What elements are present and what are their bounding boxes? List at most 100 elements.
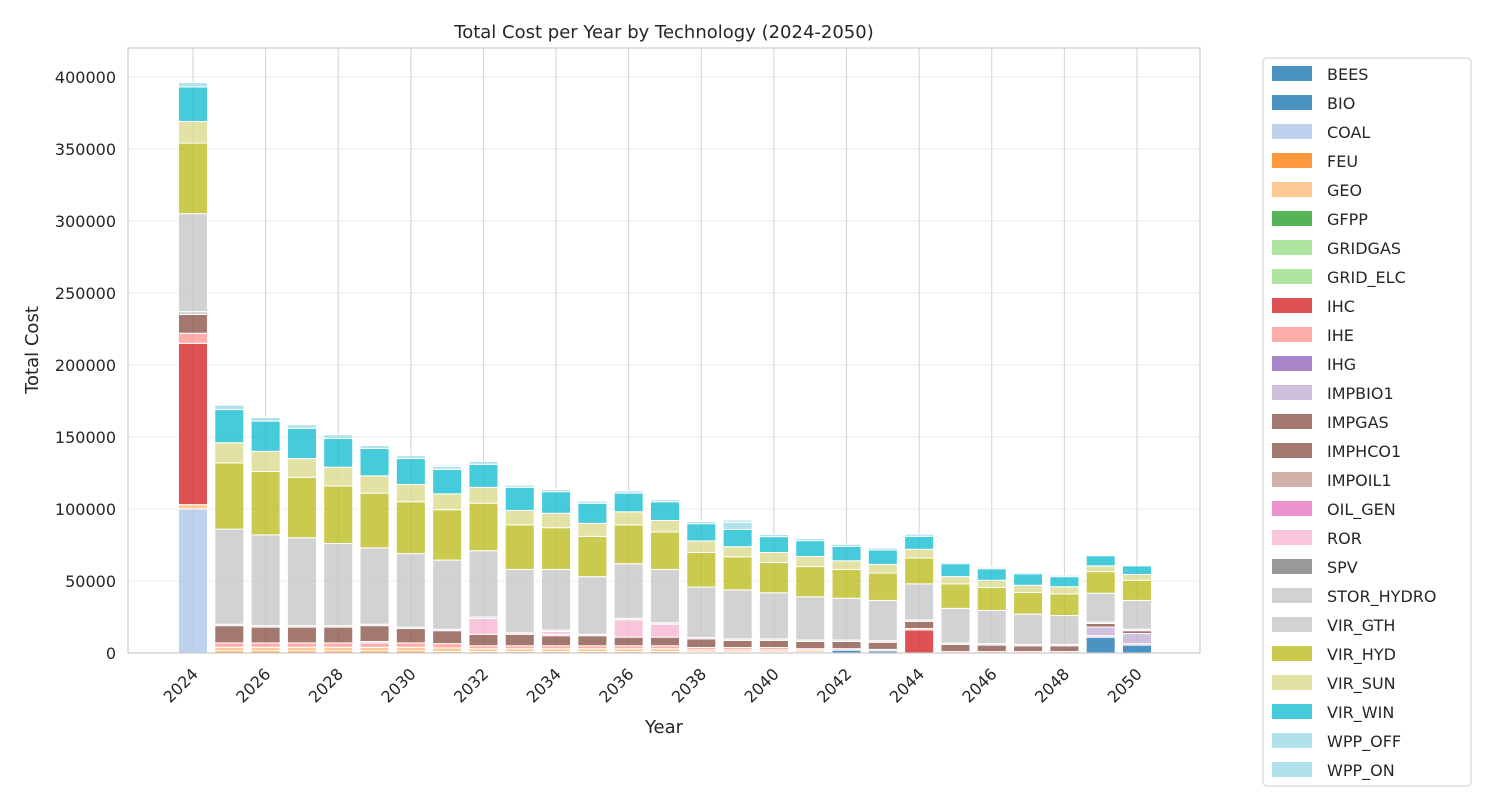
bar-segment	[1049, 593, 1080, 617]
chart-title: Total Cost per Year by Technology (2024-…	[453, 22, 873, 43]
legend-label: STOR_HYDRO	[1327, 587, 1436, 607]
y-tick-label: 100000	[55, 500, 116, 519]
legend-swatch	[1272, 385, 1312, 400]
legend-label: ROR	[1327, 529, 1362, 548]
legend-label: GRID_ELC	[1327, 268, 1406, 288]
bar-segment	[831, 597, 862, 641]
bar-segment	[250, 642, 281, 648]
legend-label: FEU	[1327, 152, 1358, 171]
bar-segment	[649, 501, 681, 521]
bar-segment	[831, 568, 862, 599]
x-tick-label: 2042	[813, 664, 855, 706]
bar-segment	[831, 560, 862, 570]
bar-segment	[541, 512, 572, 529]
legend-label: BIO	[1327, 94, 1355, 113]
bar-segment	[541, 568, 572, 631]
bar-segment	[904, 533, 935, 537]
bar-segment	[722, 556, 753, 591]
bar-segment	[940, 563, 971, 578]
bar-segment	[904, 535, 935, 550]
bar-segment	[432, 493, 463, 511]
bar-segment	[831, 640, 862, 650]
bar-segment	[395, 553, 426, 628]
bar-segment	[323, 437, 354, 468]
legend: BEES BIO COAL FEU GEO GFPP GRIDGAS GRID_ELC IHC I…	[1262, 57, 1472, 787]
legend-swatch	[1272, 530, 1312, 545]
bar-segment	[250, 626, 281, 644]
bar-segment	[214, 442, 245, 464]
bar-segment	[286, 476, 317, 539]
bar-segment	[722, 589, 753, 640]
bar-segment	[1049, 615, 1080, 645]
bar-segment	[758, 562, 789, 594]
bar-segment	[686, 540, 717, 553]
bar-segment	[686, 638, 717, 649]
bar-segment	[1085, 626, 1116, 637]
bar-segment	[432, 630, 463, 645]
bar-segment	[250, 420, 281, 452]
bar-segment	[504, 484, 535, 488]
bar-segment	[177, 313, 209, 334]
bar-segment	[613, 492, 644, 513]
legend-swatch	[1272, 414, 1312, 429]
bar-segment	[395, 501, 426, 555]
bar-segment	[504, 486, 535, 511]
bar-segment	[613, 490, 644, 494]
bar-segment	[177, 82, 209, 88]
bar-segment	[722, 519, 753, 523]
bar-segment	[395, 455, 426, 460]
legend-swatch	[1272, 762, 1312, 777]
bar-segment	[649, 623, 681, 638]
bar-segment	[940, 607, 971, 644]
bar-segment	[468, 502, 499, 552]
bar-segment	[468, 460, 499, 465]
bar-segment	[577, 635, 608, 647]
bar-segment	[504, 509, 535, 526]
bar-segment	[286, 626, 317, 644]
bar-segment	[867, 641, 898, 650]
legend-label: IHC	[1327, 297, 1355, 316]
legend-label: IMPGAS	[1327, 413, 1389, 432]
bar-segment	[323, 543, 354, 627]
bar-segment	[286, 458, 317, 478]
bar-segment	[468, 463, 499, 488]
bar-segment	[976, 579, 1007, 588]
bar-segment	[940, 643, 971, 653]
bar-segment	[577, 500, 608, 504]
bar-segment	[758, 533, 789, 538]
bar-segment	[468, 617, 499, 635]
bar-segment	[613, 636, 644, 647]
x-tick-label: 2034	[523, 664, 565, 706]
bar-segment	[359, 646, 390, 652]
bar-segment	[867, 563, 898, 574]
bar-segment	[867, 572, 898, 601]
legend-label: IMPHCO1	[1327, 442, 1401, 461]
bar-segment	[649, 519, 681, 533]
bar-segment	[395, 483, 426, 503]
bar-segment	[214, 646, 245, 652]
bar-segment	[177, 332, 209, 344]
bar-segment	[904, 548, 935, 559]
bar-segment	[541, 491, 572, 514]
bar-segment	[649, 531, 681, 570]
bar-segment	[649, 568, 681, 624]
bar-segment	[904, 629, 935, 654]
bar-segment	[286, 427, 317, 460]
bar-segment	[432, 559, 463, 630]
y-tick-label: 0	[106, 644, 116, 663]
legend-swatch	[1272, 269, 1312, 284]
bar-segment	[214, 409, 245, 444]
bar-segment	[795, 640, 826, 650]
y-axis-title: Total Cost	[22, 306, 43, 395]
x-tick-label: 2028	[305, 664, 347, 706]
legend-label: WPP_OFF	[1327, 732, 1401, 752]
bars	[177, 82, 1153, 654]
bar-segment	[323, 642, 354, 648]
bar-segment	[904, 557, 935, 585]
bar-segment	[1013, 571, 1044, 575]
legend-swatch	[1272, 443, 1312, 458]
legend-swatch	[1272, 559, 1312, 574]
legend-swatch	[1272, 124, 1312, 139]
bar-segment	[1085, 636, 1116, 654]
bar-segment	[722, 528, 753, 548]
